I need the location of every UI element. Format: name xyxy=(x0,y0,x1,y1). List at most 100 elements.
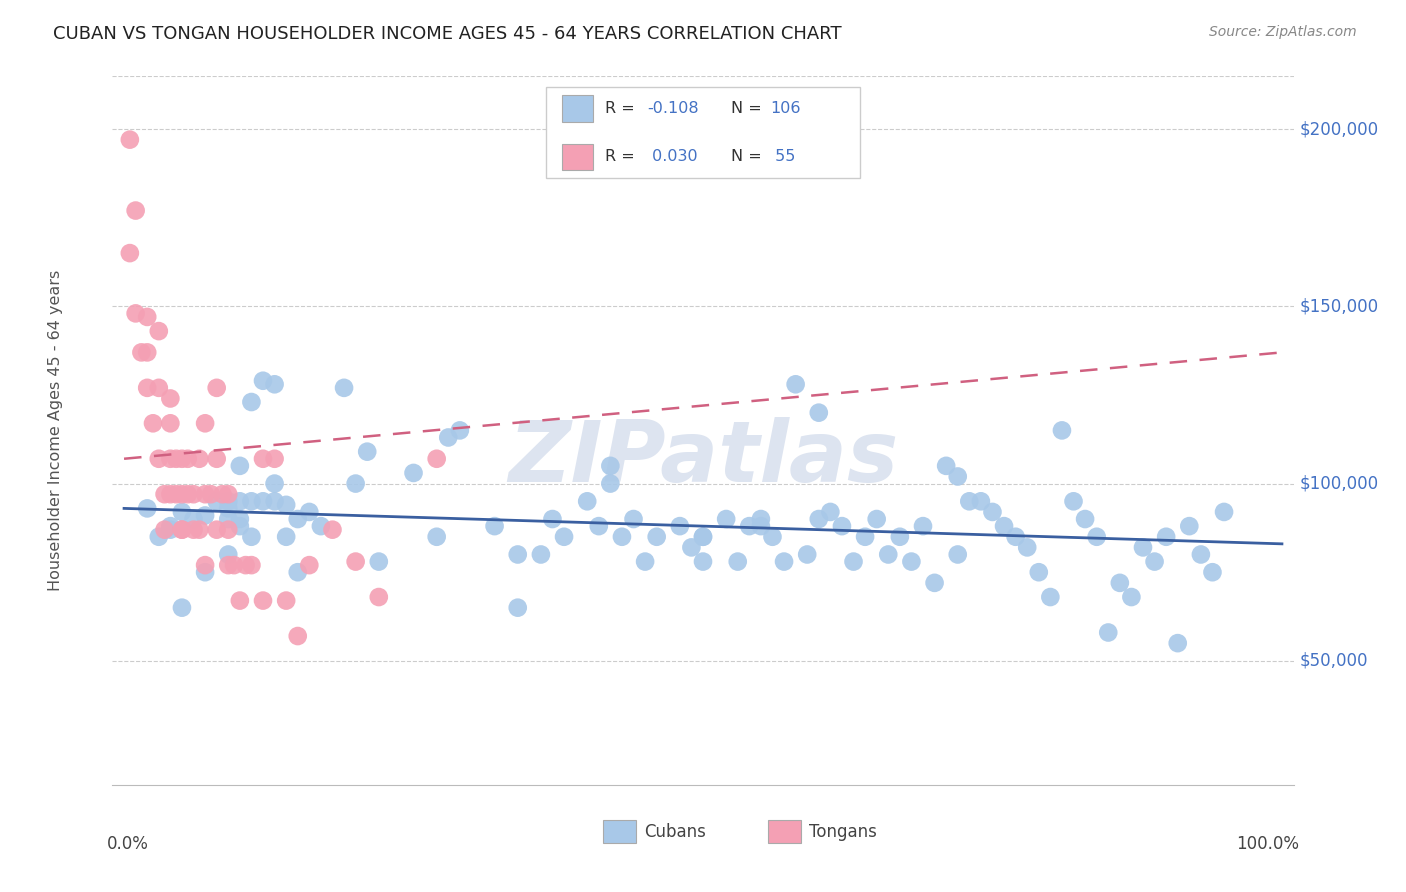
Point xyxy=(1189,548,1212,562)
Point xyxy=(200,487,222,501)
Point xyxy=(159,451,181,466)
Text: $50,000: $50,000 xyxy=(1299,652,1368,670)
Point xyxy=(194,417,217,431)
Point xyxy=(148,324,170,338)
Point xyxy=(177,451,200,466)
Point xyxy=(183,487,205,501)
Point xyxy=(1017,541,1039,555)
Text: Householder Income Ages 45 - 64 years: Householder Income Ages 45 - 64 years xyxy=(48,269,63,591)
Point xyxy=(877,548,900,562)
Point xyxy=(367,590,389,604)
Point xyxy=(263,494,285,508)
Point xyxy=(807,512,830,526)
Point xyxy=(229,494,252,508)
Bar xyxy=(603,821,636,843)
Point xyxy=(183,523,205,537)
Point xyxy=(298,558,321,573)
Text: $100,000: $100,000 xyxy=(1299,475,1378,492)
Point xyxy=(541,512,564,526)
Point xyxy=(1004,530,1026,544)
Point xyxy=(229,512,252,526)
Point xyxy=(634,555,657,569)
Point xyxy=(749,512,772,526)
Point xyxy=(749,519,772,533)
Point xyxy=(205,451,228,466)
Point xyxy=(866,512,889,526)
Point xyxy=(194,558,217,573)
Point xyxy=(957,494,980,508)
Point xyxy=(170,523,193,537)
Point xyxy=(437,430,460,444)
Point xyxy=(194,487,217,501)
Point xyxy=(287,566,309,580)
Point xyxy=(692,555,714,569)
Point xyxy=(217,523,239,537)
Point xyxy=(217,512,239,526)
Point xyxy=(727,555,749,569)
Point xyxy=(924,575,946,590)
Point xyxy=(194,508,217,523)
Point xyxy=(170,505,193,519)
Point xyxy=(773,555,796,569)
Point xyxy=(217,548,239,562)
Point xyxy=(889,530,911,544)
Point xyxy=(263,476,285,491)
Point xyxy=(1178,519,1201,533)
Point xyxy=(1201,566,1223,580)
Point xyxy=(229,593,252,607)
Point xyxy=(118,246,141,260)
Point xyxy=(170,451,193,466)
Text: 0.0%: 0.0% xyxy=(107,835,149,853)
Point xyxy=(1097,625,1119,640)
Point xyxy=(333,381,356,395)
Point xyxy=(222,558,245,573)
Point xyxy=(159,519,181,533)
Point xyxy=(1213,505,1236,519)
Point xyxy=(761,530,783,544)
Point xyxy=(159,487,181,501)
Point xyxy=(1074,512,1097,526)
Point xyxy=(506,548,529,562)
Text: 0.030: 0.030 xyxy=(647,150,697,164)
Point xyxy=(842,555,865,569)
Point xyxy=(588,519,610,533)
Point xyxy=(530,548,553,562)
Point xyxy=(276,498,298,512)
Point xyxy=(118,133,141,147)
Point xyxy=(159,392,181,406)
Point xyxy=(205,494,228,508)
Point xyxy=(205,523,228,537)
Point xyxy=(276,593,298,607)
Point xyxy=(911,519,934,533)
Point xyxy=(506,600,529,615)
Point xyxy=(692,530,714,544)
Point xyxy=(240,395,263,409)
Point xyxy=(321,523,343,537)
Point xyxy=(252,494,274,508)
Point xyxy=(217,487,239,501)
Point xyxy=(946,469,969,483)
Point xyxy=(993,519,1015,533)
Point xyxy=(136,381,159,395)
Point xyxy=(309,519,332,533)
Point xyxy=(252,374,274,388)
Point xyxy=(645,530,668,544)
Point xyxy=(217,494,239,508)
Point xyxy=(205,381,228,395)
Point xyxy=(1154,530,1177,544)
Point xyxy=(738,519,761,533)
Point xyxy=(276,530,298,544)
Point xyxy=(131,345,153,359)
Point xyxy=(1167,636,1189,650)
Point xyxy=(298,505,321,519)
Point xyxy=(426,530,449,544)
Point xyxy=(1121,590,1143,604)
Text: $200,000: $200,000 xyxy=(1299,120,1378,138)
Point xyxy=(796,548,818,562)
Point xyxy=(136,501,159,516)
Point xyxy=(623,512,645,526)
Point xyxy=(1050,424,1073,438)
Point xyxy=(576,494,599,508)
Point xyxy=(426,451,449,466)
Point xyxy=(344,555,367,569)
